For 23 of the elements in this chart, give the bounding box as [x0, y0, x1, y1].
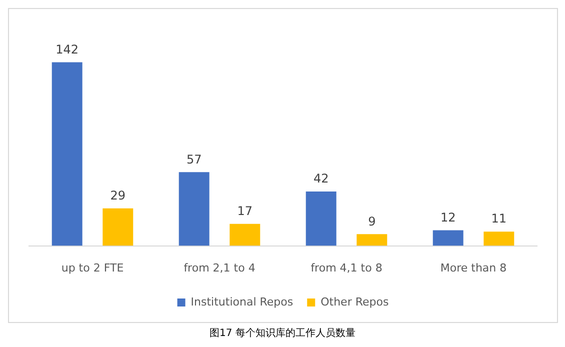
legend-label: Other Repos — [320, 295, 389, 308]
data-label: 57 — [186, 152, 202, 166]
x-tick-label: from 4,1 to 8 — [310, 261, 382, 274]
bar — [484, 232, 514, 246]
bar — [306, 192, 336, 246]
caption: 图17 每个知识库的工作人员数量 — [208, 326, 356, 340]
data-label: 11 — [491, 212, 507, 226]
data-label: 29 — [110, 188, 126, 202]
bar — [432, 230, 464, 246]
data-label: 12 — [440, 210, 456, 224]
x-tick-label: up to 2 FTE — [61, 261, 124, 274]
bar — [356, 234, 388, 246]
data-label: 142 — [56, 42, 79, 56]
x-tick-label: from 2,1 to 4 — [184, 261, 256, 274]
data-label: 17 — [237, 204, 253, 218]
bar — [178, 172, 210, 246]
data-label: 42 — [313, 172, 329, 186]
bar — [102, 208, 134, 246]
legend-label: Institutional Repos — [190, 295, 294, 308]
x-tick-label: More than 8 — [440, 261, 507, 274]
bar — [52, 62, 82, 246]
data-label: 9 — [368, 214, 376, 228]
bar — [230, 224, 260, 246]
